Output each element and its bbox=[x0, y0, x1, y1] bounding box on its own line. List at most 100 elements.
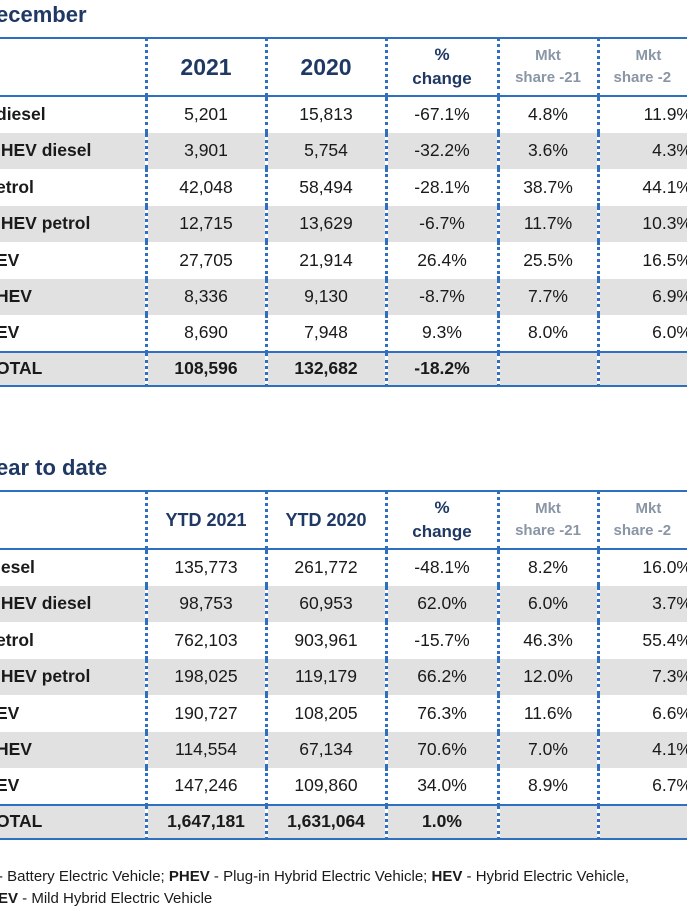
table-row: etrol 42,048 58,494 -28.1% 38.7% 44.1% bbox=[0, 169, 687, 206]
value-pct-change: 62.0% bbox=[384, 585, 498, 622]
table-row: EV 147,246 109,860 34.0% 8.9% 6.7% bbox=[0, 768, 687, 805]
table-row: diesel 5,201 15,813 -67.1% 4.8% 11.9% bbox=[0, 96, 687, 133]
footnote-text: - Hybrid Electric Vehicle, bbox=[462, 868, 630, 885]
value-share-21: 11.6% bbox=[496, 695, 598, 732]
value-pct-change: 70.6% bbox=[384, 731, 498, 768]
row-label: HEV bbox=[0, 286, 32, 307]
total-label: OTAL bbox=[0, 358, 43, 378]
value-share-21: 25.5% bbox=[496, 242, 598, 279]
total-label: OTAL bbox=[0, 811, 43, 831]
row-label: IHEV diesel bbox=[0, 593, 92, 614]
table-row: HEV 8,336 9,130 -8.7% 7.7% 6.9% bbox=[0, 278, 687, 315]
table-row: etrol 762,103 903,961 -15.7% 46.3% 55.4% bbox=[0, 622, 687, 659]
value-share-20: 16.5% bbox=[596, 242, 687, 279]
value-share-20: 6.7% bbox=[596, 768, 687, 805]
value-share-20: 44.1% bbox=[596, 169, 687, 206]
header-mkt-share-21: Mkt share -21 bbox=[496, 491, 598, 549]
header-type bbox=[0, 38, 146, 96]
value-pct-change: 66.2% bbox=[384, 658, 498, 695]
row-label: IHEV diesel bbox=[0, 140, 92, 161]
value-ytd-2021: 147,246 bbox=[144, 768, 266, 805]
footnote-line-2: EV - Mild Hybrid Electric Vehicle bbox=[0, 890, 212, 907]
table-row: EV 27,705 21,914 26.4% 25.5% 16.5% bbox=[0, 242, 687, 279]
row-label: diesel bbox=[0, 104, 46, 125]
header-type bbox=[0, 491, 146, 549]
value-2021: 8,336 bbox=[144, 278, 266, 315]
table-row: IHEV diesel 98,753 60,953 62.0% 6.0% 3.7… bbox=[0, 585, 687, 622]
total-2020: 132,682 bbox=[264, 351, 386, 386]
value-pct-change: 26.4% bbox=[384, 242, 498, 279]
header-ytd-2020: YTD 2020 bbox=[264, 491, 386, 549]
header-mkt-share-20: Mkt share -2 bbox=[596, 491, 687, 549]
value-ytd-2021: 98,753 bbox=[144, 585, 266, 622]
value-ytd-2021: 762,103 bbox=[144, 622, 266, 659]
december-header-row: 2021 2020 % change Mkt share -21 Mkt share … bbox=[0, 38, 687, 96]
row-label: EV bbox=[0, 702, 20, 723]
value-pct-change: -67.1% bbox=[384, 96, 498, 133]
december-table: 2021 2020 % change Mkt share -21 Mkt share … bbox=[0, 37, 687, 387]
value-ytd-2020: 60,953 bbox=[264, 585, 386, 622]
table-row: iesel 135,773 261,772 -48.1% 8.2% 16.0% bbox=[0, 549, 687, 586]
value-ytd-2021: 135,773 bbox=[144, 549, 266, 586]
value-pct-change: -8.7% bbox=[384, 278, 498, 315]
value-2021: 12,715 bbox=[144, 205, 266, 242]
footnote-abbr: EV bbox=[0, 890, 19, 907]
header-mkt-share-20: Mkt share -2 bbox=[596, 38, 687, 96]
value-2020: 21,914 bbox=[264, 242, 386, 279]
value-ytd-2021: 190,727 bbox=[144, 695, 266, 732]
total-pct-change: -18.2% bbox=[384, 351, 498, 386]
value-2021: 8,690 bbox=[144, 315, 266, 352]
value-2021: 27,705 bbox=[144, 242, 266, 279]
value-pct-change: -48.1% bbox=[384, 549, 498, 586]
value-2021: 42,048 bbox=[144, 169, 266, 206]
row-label: HEV bbox=[0, 739, 32, 760]
value-share-21: 3.6% bbox=[496, 132, 598, 169]
value-pct-change: 9.3% bbox=[384, 315, 498, 352]
value-2020: 7,948 bbox=[264, 315, 386, 352]
footnote-text: - Plug-in Hybrid Electric Vehicle; bbox=[209, 868, 432, 885]
total-share-21 bbox=[496, 351, 598, 386]
table-row: HEV 114,554 67,134 70.6% 7.0% 4.1% bbox=[0, 731, 687, 768]
value-share-21: 8.2% bbox=[496, 549, 598, 586]
value-ytd-2020: 261,772 bbox=[264, 549, 386, 586]
value-pct-change: -32.2% bbox=[384, 132, 498, 169]
total-ytd-2020: 1,631,064 bbox=[264, 804, 386, 839]
value-2020: 15,813 bbox=[264, 96, 386, 133]
value-share-20: 6.6% bbox=[596, 695, 687, 732]
value-pct-change: -28.1% bbox=[384, 169, 498, 206]
value-share-20: 6.0% bbox=[596, 315, 687, 352]
value-2020: 13,629 bbox=[264, 205, 386, 242]
row-label: iesel bbox=[0, 557, 35, 578]
december-title: ecember bbox=[0, 2, 87, 27]
value-share-21: 38.7% bbox=[496, 169, 598, 206]
row-label: etrol bbox=[0, 176, 34, 197]
value-share-21: 8.0% bbox=[496, 315, 598, 352]
value-share-20: 4.3% bbox=[596, 132, 687, 169]
value-share-21: 8.9% bbox=[496, 768, 598, 805]
value-share-21: 6.0% bbox=[496, 585, 598, 622]
value-share-20: 3.7% bbox=[596, 585, 687, 622]
total-share-20 bbox=[596, 351, 687, 386]
total-ytd-2021: 1,647,181 bbox=[144, 804, 266, 839]
value-2020: 5,754 bbox=[264, 132, 386, 169]
header-year-2020: 2020 bbox=[264, 38, 386, 96]
value-ytd-2020: 119,179 bbox=[264, 658, 386, 695]
value-pct-change: -6.7% bbox=[384, 205, 498, 242]
footnote-abbr: PHEV bbox=[168, 868, 210, 885]
value-pct-change: -15.7% bbox=[384, 622, 498, 659]
header-pct-change: % change bbox=[384, 491, 498, 549]
value-share-20: 10.3% bbox=[596, 205, 687, 242]
header-ytd-2021: YTD 2021 bbox=[144, 491, 266, 549]
total-row: OTAL 108,596 132,682 -18.2% bbox=[0, 351, 687, 386]
row-label: EV bbox=[0, 249, 20, 270]
header-year-2021: 2021 bbox=[144, 38, 266, 96]
value-share-20: 11.9% bbox=[596, 96, 687, 133]
total-row: OTAL 1,647,181 1,631,064 1.0% bbox=[0, 804, 687, 839]
total-share-21 bbox=[496, 804, 598, 839]
header-pct-change: % change bbox=[384, 38, 498, 96]
value-share-21: 12.0% bbox=[496, 658, 598, 695]
value-ytd-2020: 109,860 bbox=[264, 768, 386, 805]
row-label: etrol bbox=[0, 629, 34, 650]
footnote-text: - Battery Electric Vehicle; bbox=[0, 868, 169, 885]
value-ytd-2020: 67,134 bbox=[264, 731, 386, 768]
